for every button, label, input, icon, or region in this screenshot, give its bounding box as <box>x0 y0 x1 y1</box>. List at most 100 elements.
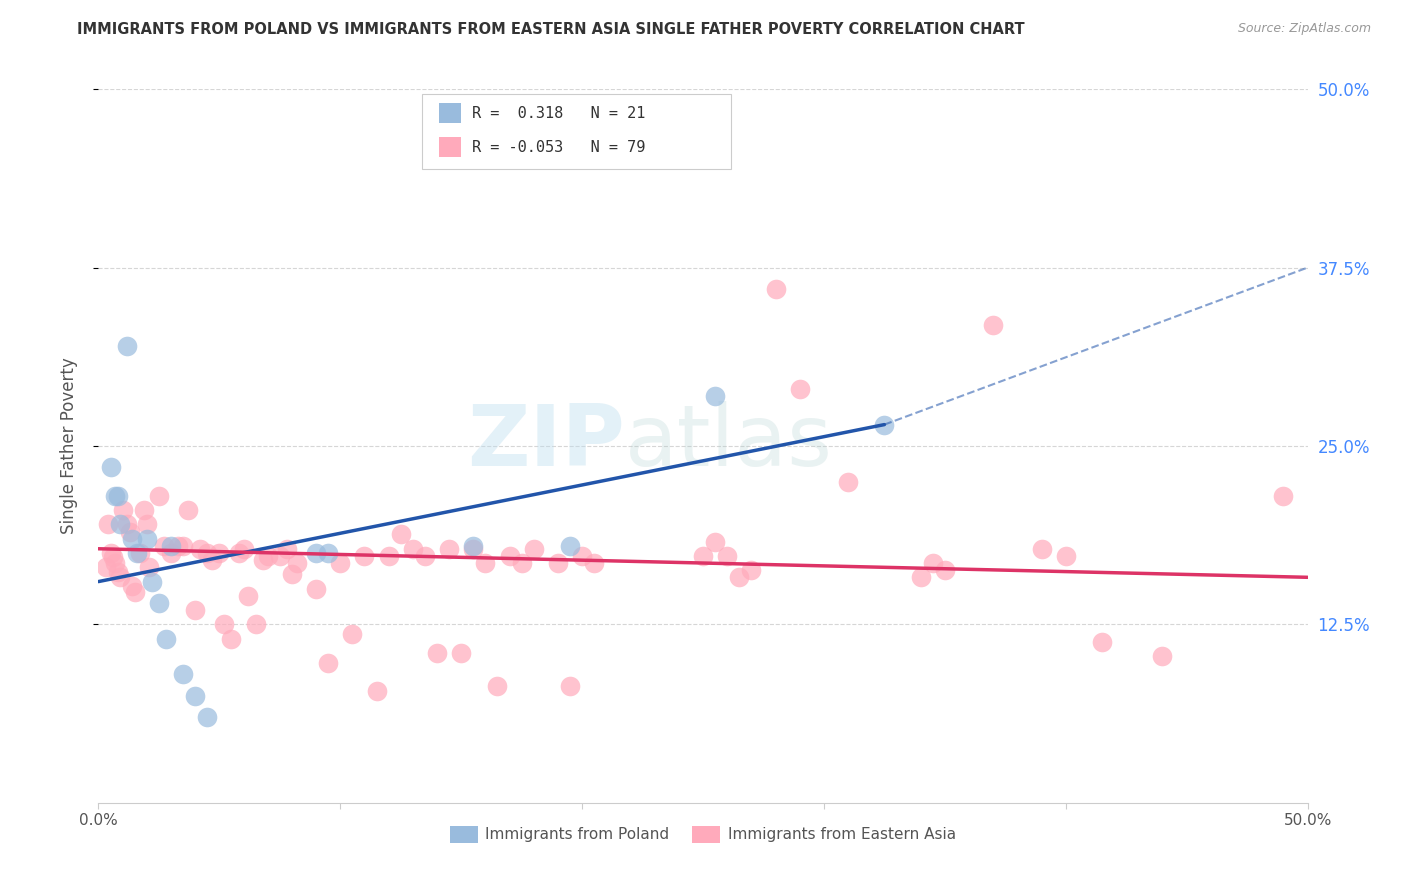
Point <box>195 710 218 724</box>
Point <box>177 503 200 517</box>
Point <box>704 534 727 549</box>
Point <box>486 679 509 693</box>
Point <box>138 560 160 574</box>
Point <box>201 553 224 567</box>
Text: IMMIGRANTS FROM POLAND VS IMMIGRANTS FROM EASTERN ASIA SINGLE FATHER POVERTY COR: IMMIGRANTS FROM POLAND VS IMMIGRANTS FRO… <box>77 22 1025 37</box>
Point <box>104 489 127 503</box>
Point <box>353 549 375 563</box>
Point <box>228 546 250 560</box>
Text: Source: ZipAtlas.com: Source: ZipAtlas.com <box>1237 22 1371 36</box>
Point <box>285 556 308 570</box>
Point <box>740 563 762 577</box>
Y-axis label: Single Father Poverty: Single Father Poverty <box>59 358 77 534</box>
Point <box>558 539 581 553</box>
Point <box>100 546 122 560</box>
Point <box>450 646 472 660</box>
Point <box>583 556 606 570</box>
Point <box>256 549 278 563</box>
Point <box>155 632 177 646</box>
Point <box>124 584 146 599</box>
Point <box>474 556 496 570</box>
Point <box>981 318 1004 332</box>
Point <box>238 589 260 603</box>
Point <box>910 570 932 584</box>
Point <box>212 617 235 632</box>
Point <box>134 503 156 517</box>
Point <box>510 556 533 570</box>
Point <box>152 539 174 553</box>
Point <box>127 546 149 560</box>
Point <box>195 546 218 560</box>
Point <box>281 567 304 582</box>
Point <box>128 546 150 560</box>
Point <box>121 579 143 593</box>
Point <box>571 549 593 563</box>
Point <box>184 689 207 703</box>
Point <box>437 541 460 556</box>
Point <box>276 541 298 556</box>
Point <box>1272 489 1295 503</box>
Point <box>118 524 141 539</box>
Point <box>329 556 352 570</box>
Point <box>547 556 569 570</box>
Point <box>789 382 811 396</box>
Point <box>172 667 194 681</box>
Point <box>426 646 449 660</box>
Point <box>1054 549 1077 563</box>
Text: R =  0.318   N = 21: R = 0.318 N = 21 <box>472 106 645 120</box>
Point <box>232 541 254 556</box>
Point <box>463 541 485 556</box>
Point <box>188 541 211 556</box>
Point <box>184 603 207 617</box>
Point <box>837 475 859 489</box>
Point <box>523 541 546 556</box>
Point <box>160 539 183 553</box>
Point <box>1031 541 1053 556</box>
Point <box>377 549 399 563</box>
Point <box>1091 634 1114 648</box>
Point <box>172 539 194 553</box>
Point <box>97 517 120 532</box>
Point <box>135 532 157 546</box>
Point <box>402 541 425 556</box>
Point <box>111 503 134 517</box>
Point <box>269 549 291 563</box>
Point <box>108 570 131 584</box>
Point <box>117 517 139 532</box>
Point <box>100 460 122 475</box>
Legend: Immigrants from Poland, Immigrants from Eastern Asia: Immigrants from Poland, Immigrants from … <box>444 820 962 848</box>
Point <box>141 574 163 589</box>
Point <box>305 546 328 560</box>
Point <box>121 532 143 546</box>
Point <box>316 546 339 560</box>
Point <box>463 539 485 553</box>
Point <box>107 489 129 503</box>
Point <box>104 556 127 570</box>
Point <box>366 684 388 698</box>
Point <box>101 550 124 565</box>
Point <box>765 282 787 296</box>
Text: R = -0.053   N = 79: R = -0.053 N = 79 <box>472 140 645 154</box>
Point <box>305 582 328 596</box>
Point <box>167 539 190 553</box>
Point <box>389 527 412 541</box>
Point <box>117 339 139 353</box>
Point <box>704 389 727 403</box>
Point <box>94 560 117 574</box>
Point <box>1152 648 1174 663</box>
Text: ZIP: ZIP <box>467 401 624 484</box>
Point <box>135 517 157 532</box>
Point <box>716 549 738 563</box>
Point <box>245 617 267 632</box>
Point <box>873 417 896 432</box>
Point <box>252 553 274 567</box>
Point <box>221 632 243 646</box>
Point <box>934 563 956 577</box>
Point <box>921 556 943 570</box>
Point <box>728 570 751 584</box>
Point <box>316 656 339 670</box>
Point <box>342 627 364 641</box>
Text: atlas: atlas <box>624 401 832 484</box>
Point <box>413 549 436 563</box>
Point <box>107 565 129 579</box>
